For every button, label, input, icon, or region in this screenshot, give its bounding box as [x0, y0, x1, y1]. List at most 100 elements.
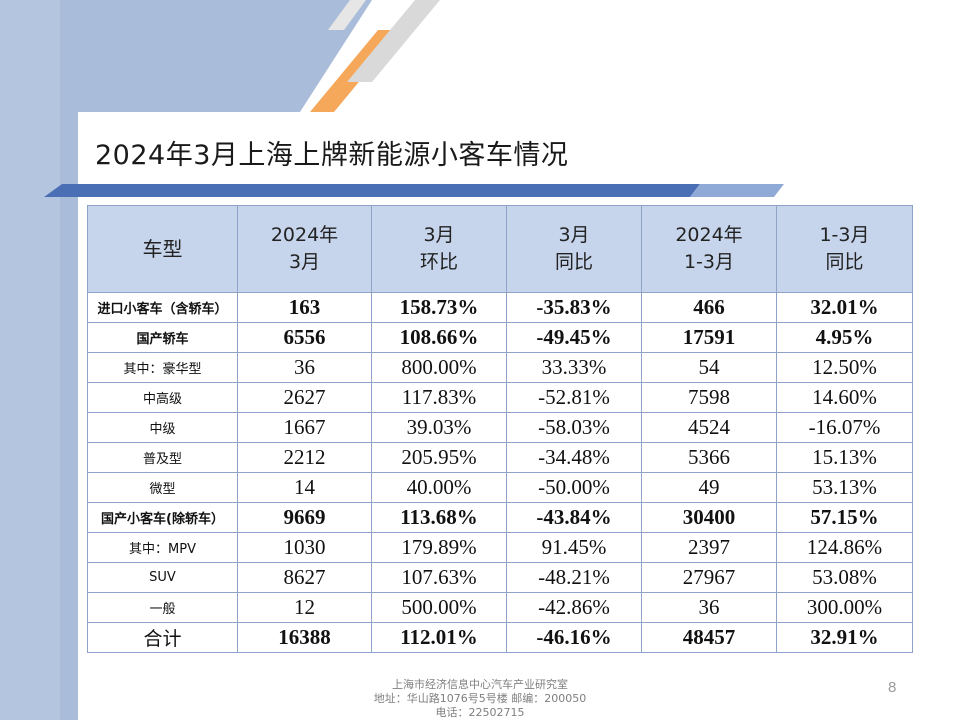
- value-cell: 4524: [641, 412, 777, 443]
- value-cell: 163: [237, 292, 372, 323]
- table-row: 中高级 2627 117.83% -52.81% 7598 14.60%: [87, 382, 913, 413]
- header-line: 3月: [288, 251, 321, 273]
- value-cell: 300.00%: [776, 592, 913, 623]
- value-cell: -42.86%: [506, 592, 642, 623]
- table-row: 一般 12 500.00% -42.86% 36 300.00%: [87, 592, 913, 623]
- table-row: 其中：MPV 1030 179.89% 91.45% 2397 124.86%: [87, 532, 913, 563]
- value-cell: -52.81%: [506, 382, 642, 413]
- header-line: 1-3月: [819, 224, 870, 246]
- value-cell: 2397: [641, 532, 777, 563]
- value-cell: 4.95%: [776, 322, 913, 353]
- nev-registration-table: 车型 2024年 3月 3月 环比 3月 同比 2024年 1-3月: [87, 205, 913, 653]
- value-cell: -46.16%: [506, 622, 642, 653]
- value-cell: -35.83%: [506, 292, 642, 323]
- table-row: 合计 16388 112.01% -46.16% 48457 32.91%: [87, 622, 913, 653]
- value-cell: 36: [237, 352, 372, 383]
- value-cell: 40.00%: [371, 472, 507, 503]
- header-line: 3月: [558, 224, 590, 246]
- header-vehicle-type: 车型: [87, 205, 238, 293]
- row-label-cell: 进口小客车（含轿车）: [87, 292, 238, 323]
- table-row: 普及型 2212 205.95% -34.48% 5366 15.13%: [87, 442, 913, 473]
- gray-stripe: [347, 0, 440, 82]
- blue-band-light: [0, 0, 60, 720]
- value-cell: 53.13%: [776, 472, 913, 503]
- value-cell: -34.48%: [506, 442, 642, 473]
- value-cell: 16388: [237, 622, 372, 653]
- value-cell: -48.21%: [506, 562, 642, 593]
- value-cell: 158.73%: [371, 292, 507, 323]
- value-cell: 12: [237, 592, 372, 623]
- value-cell: 179.89%: [371, 532, 507, 563]
- title-card: [78, 112, 960, 197]
- footer-contact: 上海市经济信息中心汽车产业研究室 地址：华山路1076号5号楼 邮编：20005…: [300, 678, 660, 720]
- value-cell: 32.91%: [776, 622, 913, 653]
- value-cell: 112.01%: [371, 622, 507, 653]
- value-cell: 466: [641, 292, 777, 323]
- value-cell: 9669: [237, 502, 372, 533]
- header-line: 环比: [419, 251, 458, 273]
- row-label-cell: 普及型: [87, 442, 238, 473]
- value-cell: 6556: [237, 322, 372, 353]
- header-mar-2024: 2024年 3月: [237, 205, 372, 293]
- row-label-cell: 其中：豪华型: [87, 352, 238, 383]
- table-row: 国产轿车 6556 108.66% -49.45% 17591 4.95%: [87, 322, 913, 353]
- value-cell: 2212: [237, 442, 372, 473]
- row-label-cell: SUV: [87, 562, 238, 593]
- header-line: 1-3月: [683, 251, 735, 273]
- page-number: 8: [888, 679, 897, 696]
- value-cell: -43.84%: [506, 502, 642, 533]
- value-cell: 17591: [641, 322, 777, 353]
- value-cell: 5366: [641, 442, 777, 473]
- header-mar-mom: 3月 环比: [371, 205, 507, 293]
- value-cell: 12.50%: [776, 352, 913, 383]
- table-row: 中级 1667 39.03% -58.03% 4524 -16.07%: [87, 412, 913, 443]
- value-cell: 14: [237, 472, 372, 503]
- header-line: 同比: [825, 251, 864, 273]
- page-title: 2024年3月上海上牌新能源小客车情况: [95, 140, 569, 171]
- value-cell: 1030: [237, 532, 372, 563]
- value-cell: 27967: [641, 562, 777, 593]
- value-cell: 36: [641, 592, 777, 623]
- row-label-cell: 合计: [87, 622, 238, 653]
- table-body: 进口小客车（含轿车） 163 158.73% -35.83% 466 32.01% 国产轿车…: [87, 292, 913, 653]
- row-label-cell: 中高级: [87, 382, 238, 413]
- value-cell: -49.45%: [506, 322, 642, 353]
- value-cell: 2627: [237, 382, 372, 413]
- value-cell: -16.07%: [776, 412, 913, 443]
- header-line: 同比: [554, 251, 593, 273]
- value-cell: 48457: [641, 622, 777, 653]
- header-line: 2024年: [270, 224, 339, 246]
- row-label-cell: 国产小客车(除轿车）: [87, 502, 238, 533]
- value-cell: 107.63%: [371, 562, 507, 593]
- value-cell: 124.86%: [776, 532, 913, 563]
- value-cell: -58.03%: [506, 412, 642, 443]
- value-cell: 8627: [237, 562, 372, 593]
- header-mar-yoy: 3月 同比: [506, 205, 642, 293]
- row-label-cell: 国产轿车: [87, 322, 238, 353]
- gray-stripe-small: [328, 0, 366, 30]
- value-cell: 113.68%: [371, 502, 507, 533]
- value-cell: 7598: [641, 382, 777, 413]
- value-cell: 15.13%: [776, 442, 913, 473]
- value-cell: -50.00%: [506, 472, 642, 503]
- header-line: 3月: [423, 224, 455, 246]
- table-row: SUV 8627 107.63% -48.21% 27967 53.08%: [87, 562, 913, 593]
- value-cell: 800.00%: [371, 352, 507, 383]
- value-cell: 117.83%: [371, 382, 507, 413]
- value-cell: 108.66%: [371, 322, 507, 353]
- value-cell: 14.60%: [776, 382, 913, 413]
- row-label-cell: 其中：MPV: [87, 532, 238, 563]
- table-row: 微型 14 40.00% -50.00% 49 53.13%: [87, 472, 913, 503]
- header-jan-mar-yoy: 1-3月 同比: [776, 205, 913, 293]
- header-jan-mar-2024: 2024年 1-3月: [641, 205, 777, 293]
- row-label-cell: 微型: [87, 472, 238, 503]
- value-cell: 39.03%: [371, 412, 507, 443]
- header-line: 车型: [142, 236, 183, 261]
- table-header-row: 车型 2024年 3月 3月 环比 3月 同比 2024年 1-3月: [87, 205, 913, 293]
- value-cell: 57.15%: [776, 502, 913, 533]
- value-cell: 205.95%: [371, 442, 507, 473]
- table-row: 其中：豪华型 36 800.00% 33.33% 54 12.50%: [87, 352, 913, 383]
- footer-address: 地址：华山路1076号5号楼 邮编：200050: [373, 692, 587, 705]
